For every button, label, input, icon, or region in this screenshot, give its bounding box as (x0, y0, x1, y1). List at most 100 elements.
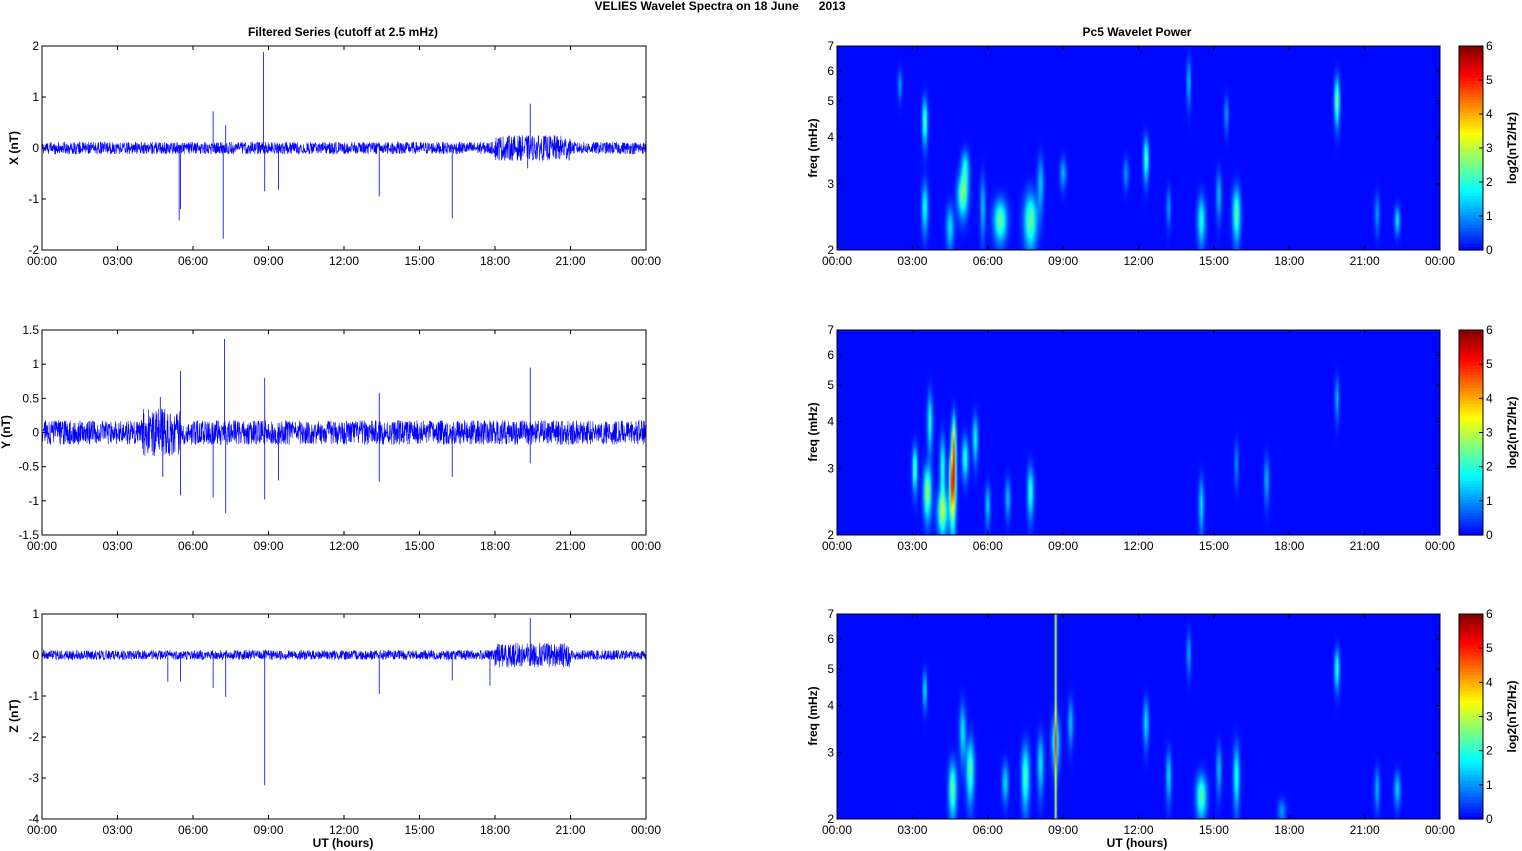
y-tick-label: 0 (32, 648, 39, 662)
y-tick-label: 5 (827, 662, 834, 676)
colorbar-step (1459, 234, 1483, 238)
colorbar-step (1459, 119, 1483, 124)
colorbar-step (1459, 815, 1483, 820)
colorbar-step (1459, 690, 1483, 695)
wavelet-panel-z: 2 3 4 5 6 7 00:00 03:00 06:00 09:00 12:00 15:00 18:0… (806, 607, 1519, 850)
colorbar-tick-label: 1 (1486, 778, 1493, 792)
colorbar: 0 1 2 3 4 5 6 log2(nT2/Hz) (1458, 323, 1519, 542)
colorbar-step (1459, 125, 1483, 130)
x-tick-label: 21:00 (555, 539, 585, 553)
colorbar-step (1459, 665, 1483, 670)
colorbar-tick-label: 6 (1486, 607, 1493, 621)
colorbar-step (1459, 349, 1483, 354)
colorbar-step (1459, 710, 1483, 714)
x-tick-label: 00:00 (1425, 823, 1455, 837)
x-tick-label: 00:00 (822, 823, 852, 837)
x-tick-label: 18:00 (1274, 254, 1304, 268)
colorbar-step (1459, 410, 1483, 414)
y-tick-label: 7 (827, 607, 834, 621)
colorbar-step (1459, 416, 1483, 421)
figure-title: VELIES Wavelet Spectra on 18 June 2013 (595, 0, 846, 13)
colorbar-step (1459, 509, 1483, 514)
colorbar-step (1459, 141, 1483, 146)
plot-area: 2 3 4 5 6 7 00:00 03:00 06:00 09:00 12:00 15:00 18:0… (822, 323, 1455, 553)
colorbar-step (1459, 333, 1483, 338)
colorbar-tick-label: 2 (1486, 744, 1493, 758)
colorbar-step (1459, 732, 1483, 737)
colorbar-step (1459, 681, 1483, 686)
colorbar-step (1459, 160, 1483, 165)
colorbar-step (1459, 339, 1483, 344)
x-tick-label: 06:00 (178, 539, 208, 553)
y-tick-label: 0.5 (22, 391, 39, 405)
x-tick-label: 12:00 (329, 254, 359, 268)
colorbar-tick-label: 5 (1486, 357, 1493, 371)
x-tick-label: 12:00 (329, 823, 359, 837)
colorbar-step (1459, 183, 1483, 187)
colorbar-step (1459, 623, 1483, 628)
colorbar-step (1459, 330, 1483, 334)
colorbar-step (1459, 186, 1483, 191)
colorbar-tick-label: 0 (1486, 528, 1493, 542)
x-tick-label: 06:00 (973, 823, 1003, 837)
colorbar-step (1459, 381, 1483, 386)
colorbar-step (1459, 179, 1483, 184)
panel-title: Pc5 Wavelet Power (1083, 25, 1192, 39)
colorbar-step (1459, 790, 1483, 794)
colorbar-step (1459, 658, 1483, 663)
colorbar-step (1459, 227, 1483, 232)
colorbar-label: log2(nT2/Hz) (1505, 112, 1519, 184)
colorbar-step (1459, 163, 1483, 168)
colorbar-step (1459, 719, 1483, 724)
colorbar-step (1459, 451, 1483, 456)
y-tick-label: 5 (827, 94, 834, 108)
colorbar-step (1459, 406, 1483, 411)
colorbar-step (1459, 464, 1483, 469)
y-tick-label: 3 (827, 462, 834, 476)
x-tick-label: 09:00 (253, 823, 283, 837)
colorbar-step (1459, 135, 1483, 140)
colorbar-step (1459, 620, 1483, 625)
colorbar-step (1459, 246, 1483, 251)
x-tick-label: 21:00 (555, 254, 585, 268)
x-tick-label: 18:00 (1274, 823, 1304, 837)
colorbar-step (1459, 646, 1483, 650)
colorbar-step (1459, 525, 1483, 530)
colorbar-step (1459, 480, 1483, 485)
colorbar-step (1459, 426, 1483, 430)
colorbar-step (1459, 793, 1483, 798)
colorbar-step (1459, 195, 1483, 200)
x-tick-label: 09:00 (1048, 823, 1078, 837)
spectrogram-image (837, 614, 1440, 819)
colorbar-step (1459, 518, 1483, 523)
colorbar-step (1459, 496, 1483, 501)
colorbar-step (1459, 192, 1483, 197)
x-tick-label: 15:00 (1199, 254, 1229, 268)
colorbar-step (1459, 403, 1483, 408)
y-tick-label: -1 (28, 689, 39, 703)
colorbar-step (1459, 55, 1483, 60)
colorbar-tick-label: 2 (1486, 175, 1493, 189)
x-tick-label: 03:00 (102, 254, 132, 268)
x-tick-label: 15:00 (404, 254, 434, 268)
x-tick-label: 18:00 (480, 254, 510, 268)
colorbar-step (1459, 97, 1483, 101)
y-axis-label: X (nT) (7, 131, 21, 165)
colorbar-step (1459, 170, 1483, 175)
colorbar-step (1459, 362, 1483, 366)
colorbar-step (1459, 208, 1483, 213)
colorbar-tick-label: 3 (1486, 710, 1493, 724)
colorbar-step (1459, 528, 1483, 533)
x-axis-label: UT (hours) (1107, 836, 1168, 850)
colorbar-step (1459, 512, 1483, 517)
colorbar-step (1459, 109, 1483, 114)
y-tick-label: -2 (28, 730, 39, 744)
x-tick-label: 12:00 (1123, 823, 1153, 837)
colorbar-step (1459, 211, 1483, 216)
colorbar-step (1459, 413, 1483, 418)
colorbar-step (1459, 199, 1483, 203)
colorbar-step (1459, 378, 1483, 382)
y-tick-label: -1 (28, 494, 39, 508)
colorbar-step (1459, 52, 1483, 57)
colorbar-step (1459, 112, 1483, 117)
